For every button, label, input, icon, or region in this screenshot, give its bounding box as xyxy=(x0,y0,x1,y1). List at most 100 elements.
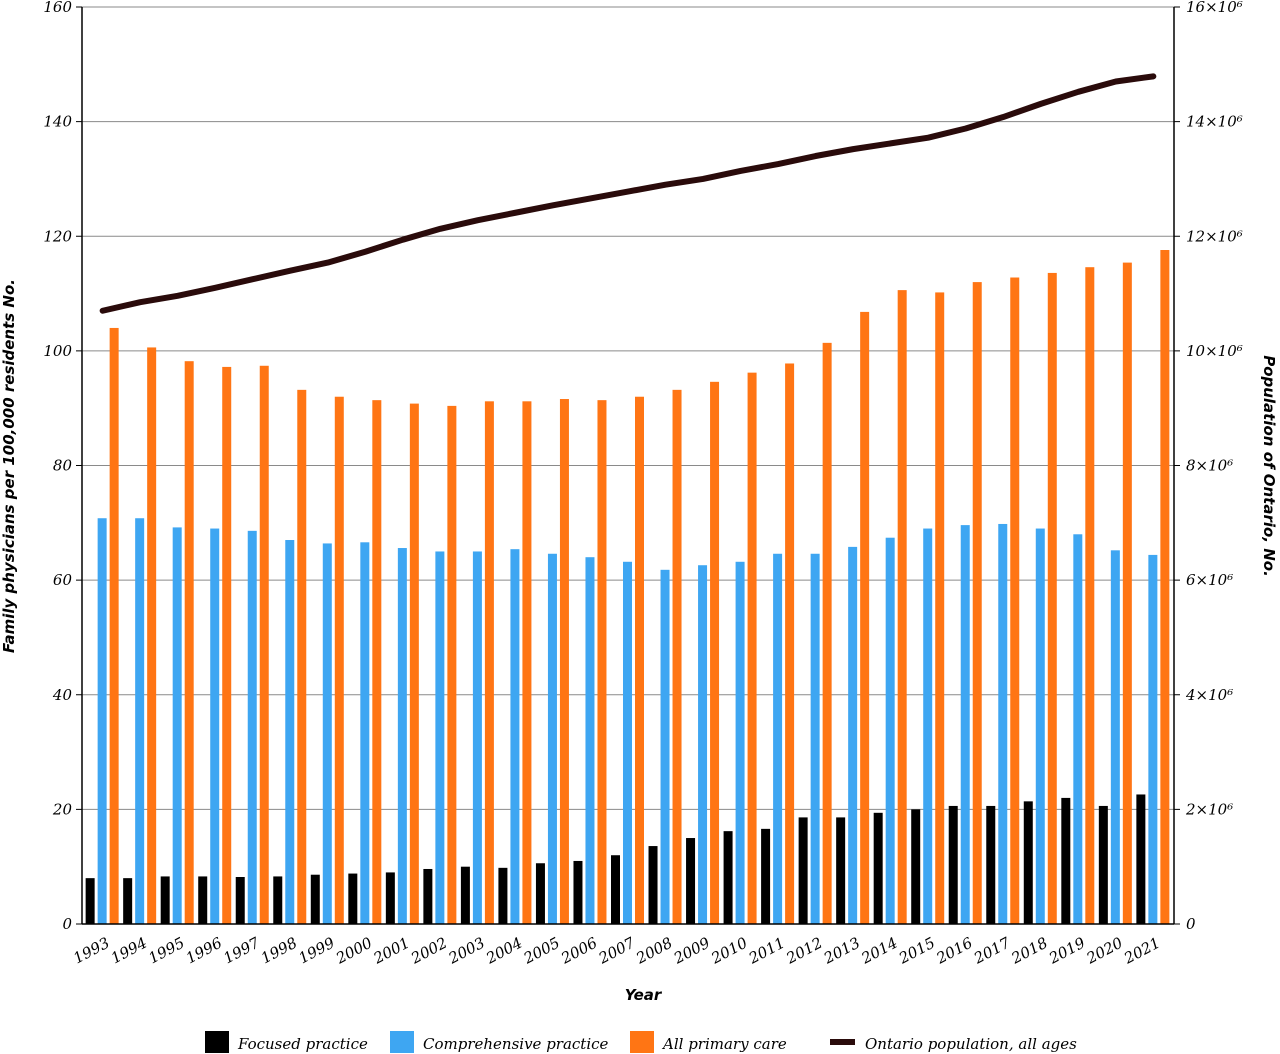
bar-focused-practice-2019 xyxy=(1061,797,1071,924)
bar-all-primary-care-2005 xyxy=(559,399,569,924)
y2-tick-label: 8×10⁶ xyxy=(1186,457,1233,475)
bar-comprehensive-practice-2008 xyxy=(660,569,670,924)
bar-all-primary-care-1998 xyxy=(297,389,307,925)
bar-all-primary-care-2000 xyxy=(372,400,382,924)
bar-all-primary-care-2004 xyxy=(522,401,532,924)
bar-focused-practice-1997 xyxy=(235,877,245,924)
bar-all-primary-care-2003 xyxy=(484,401,494,924)
x-axis-ticks: 1993199419951996199719981999200020012002… xyxy=(70,933,1163,967)
x-tick-label: 2002 xyxy=(407,934,450,968)
legend-swatch-focused xyxy=(205,1031,229,1053)
bar-all-primary-care-2013 xyxy=(860,311,870,924)
bar-focused-practice-1994 xyxy=(123,878,133,924)
x-tick-label: 2010 xyxy=(707,933,750,967)
x-tick-label: 1999 xyxy=(295,933,338,967)
bar-marks xyxy=(85,250,1170,925)
bar-comprehensive-practice-2001 xyxy=(397,548,407,924)
y-tick-label: 160 xyxy=(43,0,72,16)
bar-all-primary-care-2009 xyxy=(710,381,720,924)
x-tick-label: 2016 xyxy=(933,933,976,967)
bar-comprehensive-practice-2016 xyxy=(960,525,970,924)
bar-all-primary-care-2001 xyxy=(409,403,419,925)
bar-all-primary-care-2014 xyxy=(897,290,907,924)
x-tick-label: 2020 xyxy=(1083,933,1126,967)
bar-all-primary-care-1995 xyxy=(184,361,194,924)
bar-all-primary-care-2012 xyxy=(822,342,832,925)
y2-tick-label: 2×10⁶ xyxy=(1185,800,1233,818)
y2-tick-label: 16×10⁶ xyxy=(1186,0,1243,16)
bar-comprehensive-practice-2002 xyxy=(435,551,445,924)
bar-focused-practice-2002 xyxy=(423,868,433,924)
bar-focused-practice-2011 xyxy=(761,828,771,924)
bar-focused-practice-2021 xyxy=(1136,794,1146,924)
bar-focused-practice-2008 xyxy=(648,846,658,924)
bar-focused-practice-2005 xyxy=(535,863,545,924)
bar-comprehensive-practice-1997 xyxy=(247,530,257,924)
x-tick-label: 2012 xyxy=(782,934,825,968)
bar-comprehensive-practice-2004 xyxy=(510,549,520,924)
bar-all-primary-care-1994 xyxy=(147,347,157,924)
y2-tick-label: 12×10⁶ xyxy=(1186,227,1243,245)
bar-focused-practice-2015 xyxy=(911,809,921,925)
x-tick-label: 1993 xyxy=(70,934,112,968)
bar-comprehensive-practice-1999 xyxy=(322,543,332,924)
bar-all-primary-care-2015 xyxy=(935,292,945,924)
x-tick-label: 2004 xyxy=(482,934,525,968)
x-tick-label: 1996 xyxy=(183,933,226,967)
y-tick-label: 120 xyxy=(43,227,72,245)
y-tick-label: 80 xyxy=(53,457,73,475)
bar-comprehensive-practice-2012 xyxy=(810,553,820,924)
population-line xyxy=(99,73,1157,314)
bar-all-primary-care-2018 xyxy=(1047,272,1057,924)
x-tick-label: 2011 xyxy=(745,934,788,968)
bar-comprehensive-practice-2005 xyxy=(547,553,557,924)
bar-all-primary-care-1999 xyxy=(334,396,344,925)
bar-comprehensive-practice-2019 xyxy=(1073,534,1083,924)
legend-label-comprehensive: Comprehensive practice xyxy=(423,1035,609,1053)
bar-focused-practice-2020 xyxy=(1098,805,1108,924)
x-tick-label: 2015 xyxy=(895,934,938,968)
bar-comprehensive-practice-1994 xyxy=(135,518,145,924)
bar-focused-practice-1995 xyxy=(160,876,170,924)
bar-comprehensive-practice-2014 xyxy=(885,537,895,924)
bar-comprehensive-practice-2015 xyxy=(923,528,933,924)
x-tick-label: 2009 xyxy=(670,933,713,967)
y2-tick-label: 14×10⁶ xyxy=(1186,113,1243,131)
bar-comprehensive-practice-1998 xyxy=(285,540,295,924)
bar-comprehensive-practice-2021 xyxy=(1148,554,1158,924)
legend-swatch-all-primary xyxy=(630,1031,654,1053)
bar-comprehensive-practice-2006 xyxy=(585,557,595,924)
y-tick-label: 100 xyxy=(43,342,72,360)
bar-focused-practice-2017 xyxy=(986,805,996,924)
bar-focused-practice-2006 xyxy=(573,860,583,924)
y-axis-title: Family physicians per 100,000 residents … xyxy=(0,279,18,653)
bar-focused-practice-2004 xyxy=(498,867,508,924)
bar-all-primary-care-2006 xyxy=(597,400,607,924)
legend-label-all-primary: All primary care xyxy=(661,1035,787,1053)
x-tick-label: 2006 xyxy=(557,933,600,967)
x-tick-label: 2005 xyxy=(520,934,563,968)
bar-all-primary-care-1997 xyxy=(259,365,269,924)
bar-all-primary-care-2011 xyxy=(785,363,795,925)
bar-focused-practice-2010 xyxy=(723,831,733,924)
y-tick-label: 60 xyxy=(53,571,73,589)
bar-comprehensive-practice-2020 xyxy=(1110,550,1120,924)
y-tick-label: 20 xyxy=(52,800,73,818)
bar-focused-practice-2000 xyxy=(348,873,358,924)
bar-focused-practice-2003 xyxy=(460,866,470,924)
y2-axis-title: Population of Ontario, No. xyxy=(1260,355,1278,577)
x-tick-label: 2018 xyxy=(1008,934,1051,968)
bar-focused-practice-2014 xyxy=(873,812,883,924)
bar-focused-practice-1999 xyxy=(310,874,320,924)
bar-comprehensive-practice-2017 xyxy=(998,523,1008,924)
bar-comprehensive-practice-2000 xyxy=(360,542,370,924)
bar-all-primary-care-2002 xyxy=(447,405,457,924)
bar-all-primary-care-2020 xyxy=(1122,262,1132,924)
bar-focused-practice-1998 xyxy=(273,876,283,924)
bar-all-primary-care-2010 xyxy=(747,372,757,924)
bar-all-primary-care-2021 xyxy=(1160,250,1170,924)
bar-all-primary-care-2016 xyxy=(972,282,982,925)
legend-swatch-comprehensive xyxy=(390,1031,414,1053)
bar-all-primary-care-2017 xyxy=(1010,277,1020,924)
